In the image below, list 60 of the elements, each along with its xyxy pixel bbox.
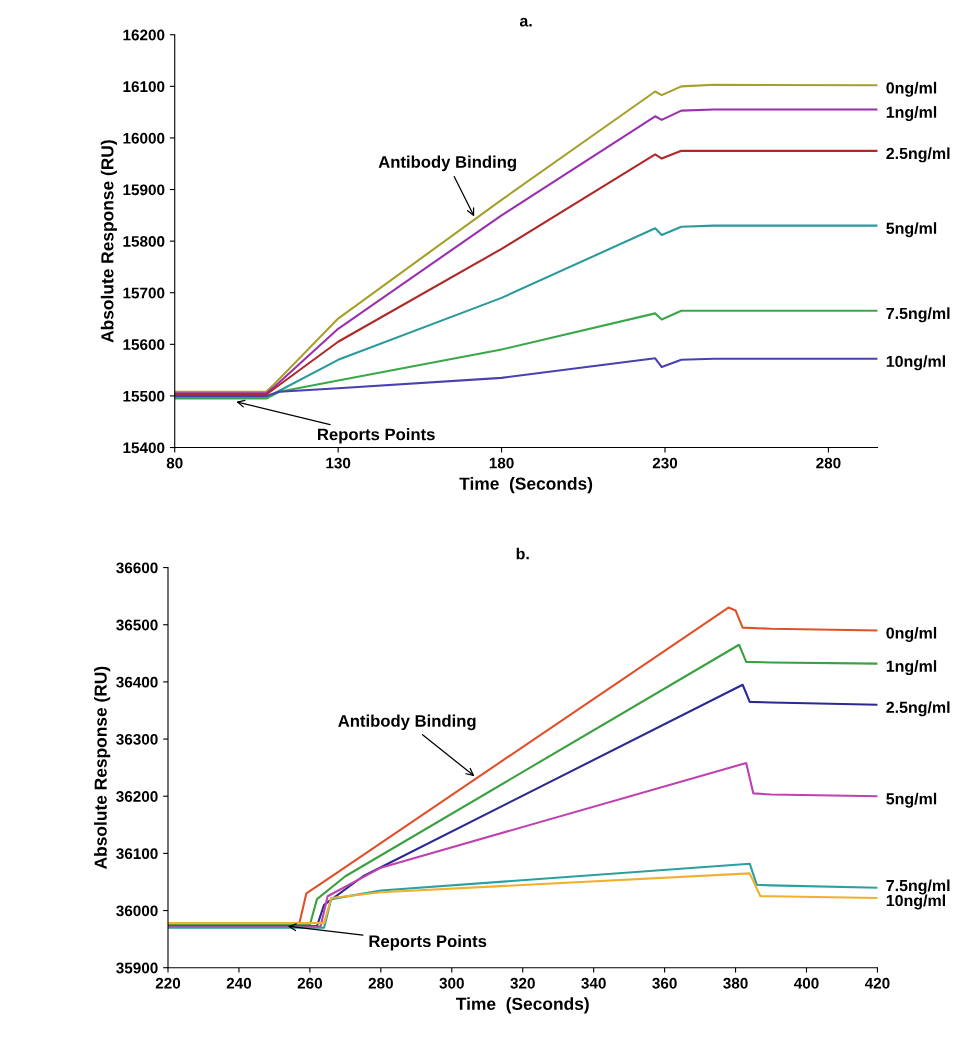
annotation: Reports Points bbox=[318, 428, 435, 444]
series-label: 0ng/ml bbox=[886, 626, 937, 642]
y-axis-title: Absolute Response (RU) bbox=[100, 140, 117, 343]
chart-title: a. bbox=[519, 17, 532, 27]
series-label: 1ng/ml bbox=[886, 660, 937, 676]
chart-title: b. bbox=[516, 547, 529, 560]
y-tick-label: 15400 bbox=[123, 442, 165, 454]
line-series bbox=[174, 357, 878, 397]
annotation: Antibody Binding bbox=[378, 155, 516, 172]
x-tick-label: 340 bbox=[581, 977, 606, 989]
y-tick-label: 16000 bbox=[123, 132, 165, 144]
y-tick-label: 15700 bbox=[123, 287, 165, 299]
x-tick-label: 180 bbox=[489, 457, 514, 469]
y-tick-label: 15600 bbox=[123, 339, 165, 351]
annotation: Antibody Binding bbox=[338, 714, 476, 731]
x-tick-label: 230 bbox=[652, 457, 678, 469]
y-tick-label: 15500 bbox=[123, 390, 165, 402]
y-tick-label: 16100 bbox=[123, 81, 165, 93]
series-label: 0ng/ml bbox=[886, 81, 937, 97]
x-tick-label: 220 bbox=[155, 977, 181, 989]
annotation: Reports Points bbox=[369, 934, 487, 951]
y-tick-label: 36100 bbox=[116, 848, 158, 860]
y-tick-label: 36500 bbox=[116, 619, 158, 631]
line-series bbox=[168, 872, 878, 925]
y-tick-label: 15800 bbox=[123, 236, 165, 247]
line-series bbox=[168, 862, 878, 929]
y-tick-label: 36600 bbox=[116, 562, 158, 574]
series-label: 2.5ng/ml bbox=[886, 701, 950, 717]
series-label: 7.5ng/ml bbox=[886, 879, 950, 895]
series-label: 10ng/ml bbox=[886, 355, 945, 371]
x-tick-label: 380 bbox=[723, 977, 748, 989]
x-tick-label: 260 bbox=[297, 977, 323, 989]
x-tick-label: 320 bbox=[510, 977, 535, 989]
x-tick-label: 240 bbox=[226, 977, 252, 989]
y-tick-label: 36200 bbox=[116, 791, 158, 802]
y-tick-label: 36300 bbox=[116, 733, 158, 745]
line-series bbox=[174, 309, 878, 400]
series-label: 5ng/ml bbox=[886, 222, 937, 238]
series-label: 5ng/ml bbox=[886, 792, 937, 808]
x-tick-label: 360 bbox=[652, 977, 677, 989]
x-axis-title: Time (Seconds) bbox=[456, 997, 589, 1014]
y-tick-label: 15900 bbox=[123, 184, 165, 196]
x-tick-label: 280 bbox=[368, 977, 393, 989]
x-tick-label: 400 bbox=[793, 977, 819, 989]
x-tick-label: 300 bbox=[439, 977, 464, 989]
series-label: 2.5ng/ml bbox=[886, 147, 950, 163]
series-label: 7.5ng/ml bbox=[886, 307, 950, 323]
x-tick-label: 80 bbox=[166, 457, 183, 469]
y-axis-title: Absolute Response (RU) bbox=[94, 666, 111, 869]
y-tick-label: 16200 bbox=[123, 29, 165, 41]
series-label: 10ng/ml bbox=[886, 894, 945, 910]
y-tick-label: 35900 bbox=[116, 962, 158, 974]
y-tick-label: 36000 bbox=[116, 905, 158, 917]
line-series bbox=[168, 762, 878, 928]
y-tick-label: 36400 bbox=[116, 676, 158, 688]
series-label: 1ng/ml bbox=[886, 106, 937, 122]
x-tick-label: 280 bbox=[816, 457, 841, 469]
x-tick-label: 420 bbox=[864, 977, 890, 989]
x-axis-title: Time (Seconds) bbox=[459, 477, 593, 494]
x-tick-label: 130 bbox=[326, 457, 351, 469]
